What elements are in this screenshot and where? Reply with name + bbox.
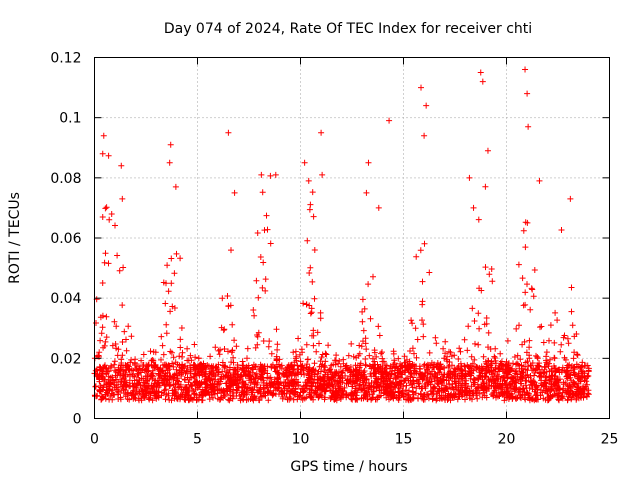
x-axis-label: GPS time / hours	[290, 459, 407, 475]
peak-point	[522, 66, 529, 73]
y-tick-label: 0.08	[50, 171, 81, 187]
chart-title: Day 074 of 2024, Rate Of TEC Index for r…	[164, 21, 532, 37]
peak-point	[118, 162, 125, 169]
peak-point	[225, 129, 232, 136]
peak-point	[119, 195, 126, 202]
peak-point	[525, 123, 532, 130]
y-tick-labels: 0 0.02 0.04 0.06 0.08 0.1 0.12	[50, 51, 81, 428]
axis-ticks	[94, 57, 610, 419]
x-tick-label: 20	[498, 432, 516, 448]
peak-point	[386, 117, 393, 124]
y-tick-label: 0.06	[50, 231, 81, 247]
y-tick-label: 0.1	[59, 111, 81, 127]
peak-point	[536, 177, 543, 184]
x-tick-label: 10	[292, 432, 310, 448]
peak-point	[231, 189, 238, 196]
peak-point	[172, 183, 179, 190]
y-tick-label: 0	[73, 412, 82, 428]
peak-point	[375, 204, 382, 211]
peak-point	[484, 147, 491, 154]
peak-point	[567, 195, 574, 202]
y-tick-label: 0.02	[50, 351, 81, 367]
x-tick-labels: 0 5 10 15 20 25	[90, 432, 618, 448]
peak-point	[272, 171, 279, 178]
peak-point	[167, 141, 174, 148]
peak-point	[470, 204, 477, 211]
scatter-point-cloud	[91, 152, 592, 404]
peak-point	[166, 159, 173, 166]
peak-point	[258, 171, 265, 178]
peak-point	[319, 171, 326, 178]
peak-point	[363, 189, 370, 196]
peak-point	[301, 159, 308, 166]
peak-point	[99, 213, 106, 220]
peak-point	[421, 132, 428, 139]
peak-point	[100, 132, 107, 139]
peak-point	[423, 102, 430, 109]
peak-point	[477, 69, 484, 76]
peak-point	[479, 78, 486, 85]
x-tick-label: 0	[90, 432, 99, 448]
peak-point	[99, 150, 106, 157]
y-tick-label: 0.12	[50, 51, 81, 67]
y-tick-label: 0.04	[50, 291, 81, 307]
y-axis-label: ROTI / TECUs	[7, 192, 23, 284]
x-tick-label: 5	[193, 432, 202, 448]
x-tick-label: 15	[395, 432, 413, 448]
x-tick-label: 25	[601, 432, 619, 448]
peak-point	[305, 177, 312, 184]
peak-point	[318, 129, 325, 136]
peak-point	[418, 84, 425, 91]
peak-point	[466, 174, 473, 181]
peak-point	[365, 159, 372, 166]
data-points	[91, 66, 592, 404]
peak-point	[524, 90, 531, 97]
